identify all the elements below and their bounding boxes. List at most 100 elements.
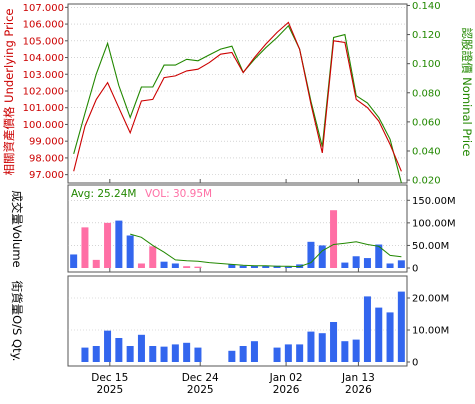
- warrant-bar: [171, 344, 179, 362]
- warrant-bar: [250, 341, 258, 362]
- volume-average-line: [130, 233, 402, 268]
- warrant-bar: [239, 346, 247, 362]
- x-tick-date: Jan 02: [269, 372, 303, 384]
- warrant-bar: [160, 346, 168, 362]
- price-left-tick-label: 107.000: [23, 3, 64, 14]
- warrant-bar: [363, 296, 371, 362]
- warrant-bar: [273, 347, 281, 362]
- price-left-tick-label: 101.000: [23, 103, 64, 114]
- price-left-tick-label: 105.000: [23, 36, 64, 47]
- price-right-tick-label: 0.060: [412, 117, 441, 128]
- x-tick-date: Dec 24: [182, 372, 219, 384]
- volume-bar: [228, 264, 236, 268]
- warrant-bar: [397, 291, 405, 362]
- x-tick-date: Dec 15: [91, 372, 128, 384]
- volume-bar: [330, 210, 338, 268]
- warrant-bar: [92, 346, 100, 362]
- x-tick-year: 2026: [273, 384, 300, 396]
- volume-bar: [250, 265, 258, 268]
- volume-tick-label: 100.00M: [412, 218, 456, 229]
- warrant-tick-label: 10.00M: [412, 326, 449, 337]
- warrant-bar: [386, 312, 394, 362]
- warrant-bar: [126, 346, 134, 362]
- warrant-bar: [375, 307, 383, 362]
- volume-bar: [273, 265, 281, 268]
- warrant-bar: [104, 330, 112, 362]
- volume-ticks: 0 50.00M 100.00M 150.00M: [407, 196, 456, 275]
- volume-bar: [352, 256, 360, 268]
- warrant-bar: [194, 347, 202, 362]
- warrant-bar: [115, 338, 123, 362]
- price-panel-frame: [67, 3, 408, 184]
- x-tick-year: 2025: [187, 384, 214, 396]
- volume-bar: [262, 265, 270, 268]
- price-right-tick-label: 0.040: [412, 146, 441, 157]
- volume-bar: [104, 222, 112, 268]
- warrant-tick-label: 0: [412, 358, 418, 369]
- price-left-tick-label: 102.000: [23, 86, 64, 97]
- warrant-bar: [284, 344, 292, 362]
- price-left-tick-label: 97.000: [29, 170, 64, 181]
- warrant-grid: [68, 297, 407, 331]
- volume-bar: [307, 241, 315, 268]
- volume-bar: [375, 244, 383, 268]
- volume-bar: [126, 235, 134, 268]
- volume-bar: [239, 265, 247, 268]
- price-right-tick-label: 0.020: [412, 176, 441, 187]
- warrant-bar: [330, 322, 338, 362]
- x-tick-year: 2026: [345, 384, 372, 396]
- price-left-ticks: 97.000 98.000 99.000 100.000 101.000 102.000 1…: [23, 3, 68, 181]
- volume-panel-frame: [67, 184, 408, 273]
- price-grid: [68, 7, 407, 175]
- price-left-tick-label: 106.000: [23, 20, 64, 31]
- volume-bar: [341, 262, 349, 268]
- warrant-bar: [352, 339, 360, 362]
- volume-vol-label: VOL: 30.95M: [145, 188, 212, 200]
- underlying-axis-label: 相關資產價格 Underlying Price: [2, 9, 16, 176]
- volume-bar: [160, 261, 168, 268]
- warrant-panel-frame: [67, 275, 408, 367]
- volume-average: [130, 233, 402, 268]
- warrant-axis-label: 街貨量O/S Qty.: [10, 281, 24, 362]
- volume-bar: [397, 260, 405, 268]
- x-tick-year: 2025: [96, 384, 123, 396]
- warrant-bar: [228, 350, 236, 362]
- warrant-bar: [318, 333, 326, 362]
- volume-bar: [386, 263, 394, 268]
- warrant-ticks: 0 10.00M 20.00M: [407, 294, 449, 369]
- volume-bar: [363, 258, 371, 268]
- volume-axis-label: 成交量Volume: [10, 190, 24, 267]
- volume-avg-label: Avg: 25.24M: [71, 188, 136, 200]
- price-series: [73, 21, 402, 184]
- warrant-bar: [81, 347, 89, 362]
- price-right-ticks: 0.020 0.040 0.060 0.080 0.100 0.120 0.140: [407, 1, 441, 187]
- volume-tick-label: 50.00M: [412, 241, 449, 252]
- warrant-bar: [137, 334, 145, 362]
- x-tick-date: Jan 13: [341, 372, 375, 384]
- volume-bars: [70, 210, 405, 268]
- warrant-tick-label: 20.00M: [412, 294, 449, 305]
- price-right-tick-label: 0.080: [412, 88, 441, 99]
- warrant-bar: [307, 331, 315, 362]
- volume-bar: [81, 227, 89, 268]
- volume-tick-label: 0: [412, 264, 418, 275]
- price-right-tick-label: 0.120: [412, 30, 441, 41]
- volume-bar: [194, 266, 202, 268]
- price-right-tick-label: 0.140: [412, 1, 441, 12]
- volume-grid: [68, 199, 407, 246]
- volume-bar: [92, 259, 100, 268]
- warrant-bar: [183, 342, 191, 362]
- price-left-tick-label: 98.000: [29, 153, 64, 164]
- underlying-price-line: [73, 21, 402, 172]
- volume-bar: [183, 266, 191, 268]
- volume-bar: [70, 254, 78, 268]
- volume-bar: [149, 246, 157, 268]
- price-left-tick-label: 103.000: [23, 70, 64, 81]
- warrant-bar: [296, 344, 304, 362]
- price-left-tick-label: 104.000: [23, 53, 64, 64]
- volume-bar: [318, 245, 326, 268]
- price-left-tick-label: 100.000: [23, 120, 64, 131]
